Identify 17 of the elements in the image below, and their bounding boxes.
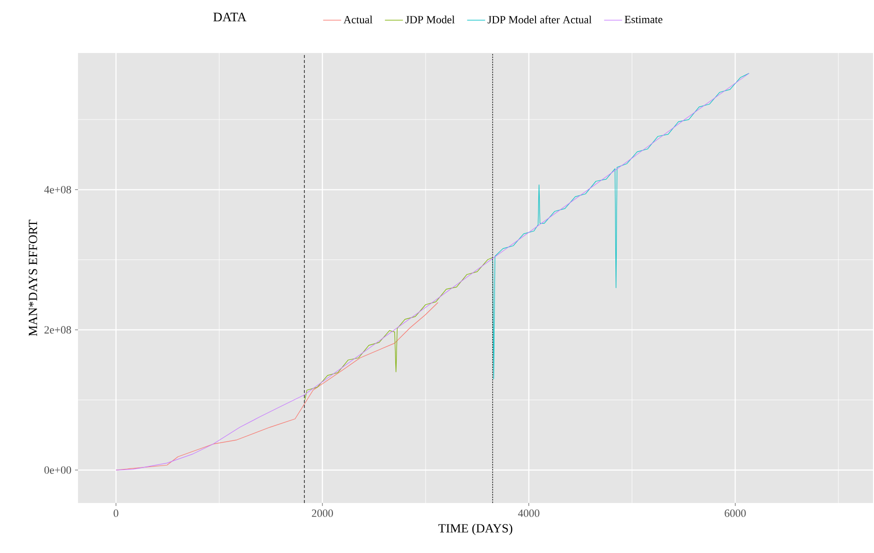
y-tick-label: 0e+00 (44, 466, 72, 474)
line-series (304, 257, 492, 400)
legend-label: JDP Model (405, 16, 455, 24)
y-axis-title: MAN*DAYS EFFORT (28, 220, 38, 336)
x-tick-label: 2000 (312, 510, 333, 517)
line-series (116, 73, 750, 470)
x-tick-label: 6000 (724, 510, 746, 517)
legend-label: Actual (344, 16, 372, 24)
y-tick-label: 4e+08 (44, 186, 72, 194)
legend-title: DATA (213, 12, 246, 22)
legend-label: JDP Model after Actual (488, 16, 592, 24)
line-series (492, 73, 750, 380)
legend-label: Estimate (624, 16, 662, 24)
x-axis-title: TIME (DAYS) (438, 524, 512, 536)
x-tick-label: 0 (114, 510, 118, 517)
x-tick-label: 4000 (518, 510, 540, 517)
y-tick-label: 2e+08 (44, 326, 72, 334)
